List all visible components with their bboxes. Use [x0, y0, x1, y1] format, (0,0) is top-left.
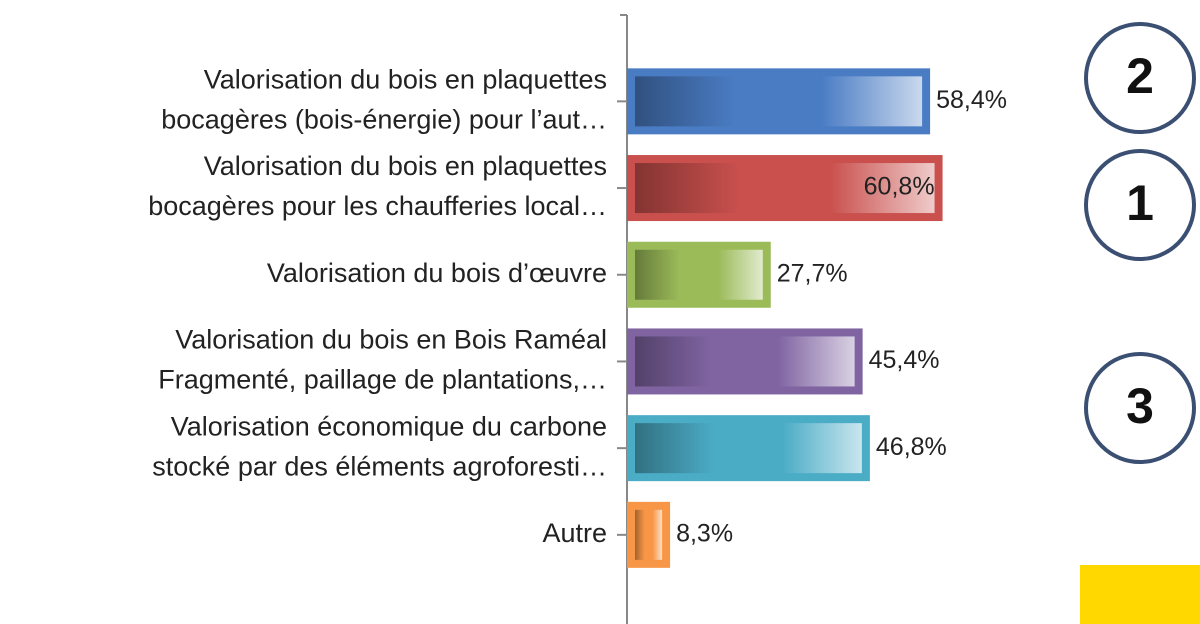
- category-label: bocagères pour les chaufferies local…: [148, 191, 607, 221]
- bar-sheen: [635, 509, 663, 560]
- value-label: 46,8%: [876, 433, 947, 461]
- bar-sheen: [635, 163, 935, 214]
- category-label: Valorisation du bois en plaquettes: [204, 64, 607, 94]
- annotation: 3: [1126, 378, 1154, 434]
- value-label: 27,7%: [777, 259, 848, 287]
- category-label: Valorisation économique du carbone: [171, 411, 607, 441]
- annotation-circles: 2 1 3: [1084, 22, 1196, 464]
- category-label: Valorisation du bois en plaquettes: [204, 151, 607, 181]
- annotation: 2: [1126, 48, 1154, 104]
- bar-sheen: [635, 336, 855, 387]
- value-label: 58,4%: [936, 86, 1007, 114]
- annotation: 1: [1126, 175, 1154, 231]
- bar-sheen: [635, 76, 923, 127]
- category-label: Fragmenté, paillage de plantations,…: [158, 365, 607, 395]
- category-label: Autre: [542, 518, 607, 548]
- annotation-circle: [1084, 352, 1196, 464]
- value-label: 45,4%: [869, 346, 940, 374]
- annotation-circle: [1084, 22, 1196, 134]
- decoration: [1080, 565, 1200, 624]
- category-label: Valorisation du bois en Bois Raméal: [175, 325, 607, 355]
- bar-sheen: [635, 249, 763, 300]
- value-label: 8,3%: [676, 519, 733, 547]
- category-label: bocagères (bois-énergie) pour l’aut…: [161, 104, 607, 134]
- annotation-circle: [1084, 149, 1196, 261]
- value-label: 60,8%: [864, 173, 935, 201]
- category-label: Valorisation du bois d’œuvre: [267, 258, 607, 288]
- category-label: stocké par des éléments agroforesti…: [152, 451, 607, 481]
- bar-sheen: [635, 423, 862, 474]
